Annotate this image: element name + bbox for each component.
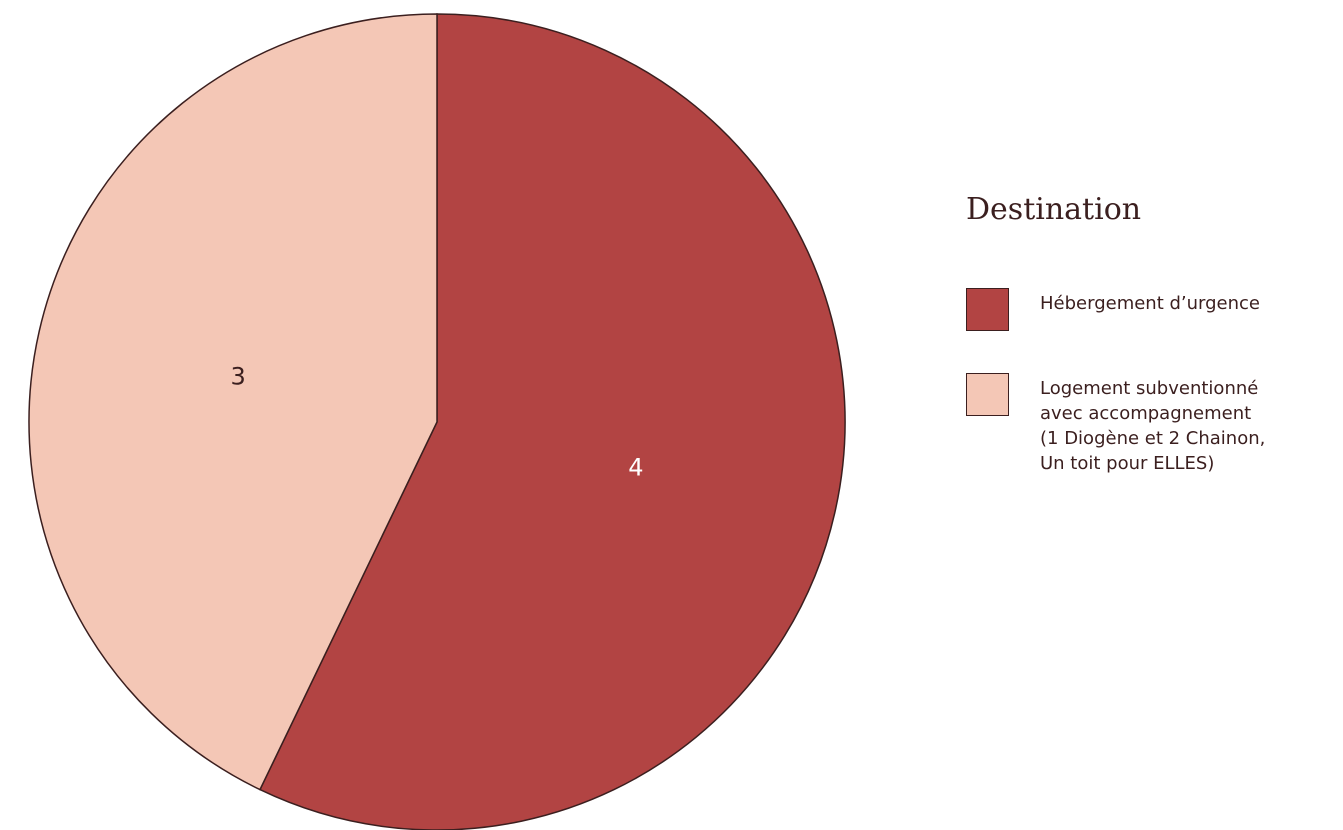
pie-slice-hebergement (258, 13, 846, 830)
legend-item-hebergement: Hébergement d’urgence (966, 288, 1336, 331)
pie-label-hebergement: 4 (628, 453, 643, 481)
pie-slice-logement (28, 13, 438, 791)
legend-swatch-logement (966, 373, 1009, 416)
legend-swatch-hebergement (966, 288, 1009, 331)
legend-label-logement: Logement subventionné avec accompagnemen… (1040, 378, 1266, 474)
chart-legend: Destination Hébergement d’urgence Logeme… (966, 188, 1336, 518)
legend-title: Destination (966, 192, 1142, 227)
legend-item-logement: Logement subventionné avec accompagnemen… (966, 373, 1336, 476)
pie-label-logement: 3 (230, 363, 245, 391)
legend-label-hebergement: Hébergement d’urgence (1040, 293, 1261, 314)
